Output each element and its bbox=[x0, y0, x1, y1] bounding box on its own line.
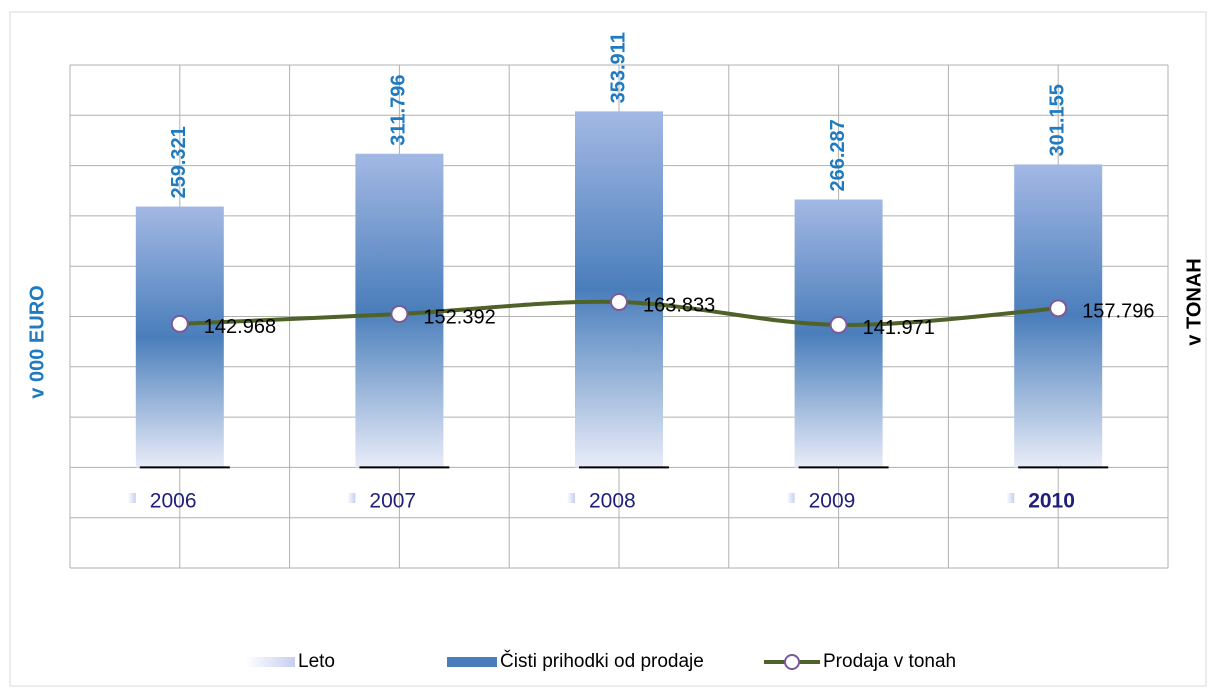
x-tick-label: 2010 bbox=[1028, 490, 1075, 513]
category-marker bbox=[1006, 493, 1015, 503]
bar-value-label: 266.287 bbox=[827, 119, 849, 191]
x-tick-label: 2007 bbox=[369, 490, 416, 513]
legend-swatch bbox=[784, 654, 800, 670]
line-value-label: 142.968 bbox=[204, 316, 276, 338]
legend-label: Leto bbox=[298, 651, 335, 672]
y-axis-label: v 000 EURO bbox=[26, 285, 48, 398]
line-point bbox=[390, 304, 409, 323]
category-marker bbox=[786, 493, 795, 503]
line-point bbox=[170, 314, 189, 333]
line-point bbox=[829, 315, 848, 334]
x-tick-label: 2009 bbox=[809, 490, 856, 513]
bar bbox=[135, 206, 224, 468]
category-marker bbox=[567, 493, 575, 503]
line-value-label: 157.796 bbox=[1082, 301, 1154, 323]
category-marker bbox=[127, 493, 136, 503]
x-tick-label: 2008 bbox=[589, 490, 636, 513]
line-value-label: 163.833 bbox=[643, 294, 715, 316]
legend-swatch bbox=[447, 657, 497, 667]
legend-label: Prodaja v tonah bbox=[823, 651, 956, 672]
bar-value-label: 311.796 bbox=[388, 75, 410, 146]
legend-label: Čisti prihodki od prodaje bbox=[500, 650, 704, 672]
bar-value-label: 301.155 bbox=[1046, 84, 1068, 156]
frame bbox=[9, 11, 1207, 687]
line-point bbox=[610, 293, 628, 312]
line-point bbox=[1049, 299, 1068, 318]
bar bbox=[575, 111, 663, 468]
bar-value-label: 259.321 bbox=[168, 126, 190, 198]
line-value-label: 141.971 bbox=[863, 317, 935, 339]
legend-swatch bbox=[245, 657, 295, 667]
x-tick-label: 2006 bbox=[150, 490, 197, 513]
bar-value-label: 353.911 bbox=[607, 32, 629, 103]
category-marker bbox=[347, 493, 356, 503]
line-value-label: 152.392 bbox=[423, 306, 495, 328]
y2-axis-label: v TONAH bbox=[1183, 258, 1205, 345]
